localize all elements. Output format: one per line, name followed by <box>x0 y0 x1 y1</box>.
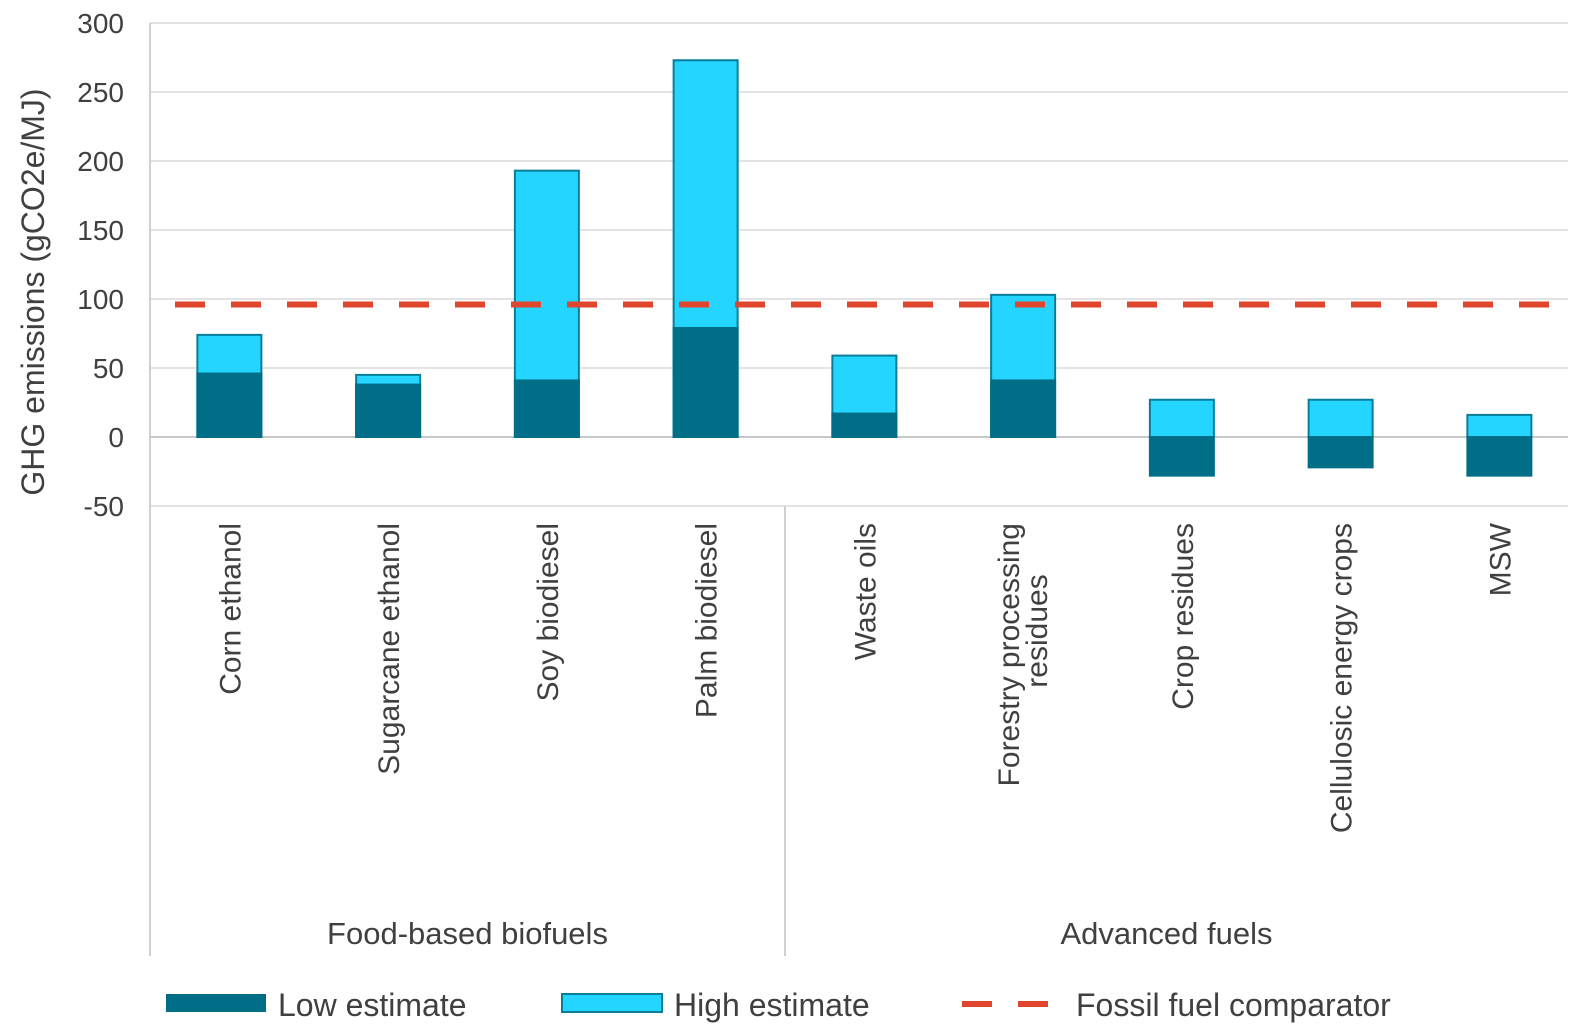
category-label: Forestry processing <box>993 523 1026 786</box>
legend-label-low: Low estimate <box>278 987 467 1023</box>
legend-label-high: High estimate <box>674 987 870 1023</box>
y-tick-label: 300 <box>77 8 124 39</box>
y-tick-label: 100 <box>77 284 124 315</box>
low-estimate-bar <box>196 372 263 438</box>
y-tick-label: 50 <box>93 353 124 384</box>
high-estimate-bar <box>1307 398 1374 438</box>
low-estimate-bar <box>672 326 739 439</box>
low-estimate-bar <box>990 379 1057 439</box>
category-label-line2: residues <box>1021 574 1054 687</box>
y-tick-label: 200 <box>77 146 124 177</box>
legend-swatch-low <box>166 994 266 1012</box>
high-estimate-bar <box>1466 413 1533 439</box>
high-estimate-bar <box>1148 398 1215 438</box>
legend-label-comparator: Fossil fuel comparator <box>1076 987 1391 1023</box>
group-label: Food-based biofuels <box>327 916 608 951</box>
low-estimate-bar <box>1307 436 1374 469</box>
low-estimate-bar <box>831 412 898 439</box>
category-label: Cellulosic energy crops <box>1326 523 1359 833</box>
category-label: Waste oils <box>849 523 882 660</box>
low-estimate-bar <box>1466 436 1533 477</box>
group-label: Advanced fuels <box>1061 916 1273 951</box>
y-axis-title: GHG emissions (gCO2e/MJ) <box>15 88 51 495</box>
bars <box>196 59 1533 477</box>
category-label: Sugarcane ethanol <box>373 523 406 775</box>
legend: Low estimate High estimate Fossil fuel com… <box>166 987 1391 1023</box>
category-label: MSW <box>1484 522 1517 596</box>
y-axis: 300 250 200 150 100 50 0 -50 <box>77 8 151 956</box>
low-estimate-bar <box>355 383 422 438</box>
y-tick-label: 150 <box>77 215 124 246</box>
category-label: Crop residues <box>1167 523 1200 710</box>
y-tick-label: 0 <box>108 422 124 453</box>
y-tick-label: -50 <box>84 491 124 522</box>
category-label: Corn ethanol <box>214 523 247 695</box>
x-axis: Corn ethanol Sugarcane ethanol Soy biodies… <box>214 506 1517 956</box>
category-label: Palm biodiesel <box>691 523 724 718</box>
category-label: Soy biodiesel <box>532 523 565 701</box>
y-tick-label: 250 <box>77 77 124 108</box>
low-estimate-bar <box>513 379 580 439</box>
legend-swatch-high <box>561 993 663 1013</box>
low-estimate-bar <box>1148 436 1215 477</box>
